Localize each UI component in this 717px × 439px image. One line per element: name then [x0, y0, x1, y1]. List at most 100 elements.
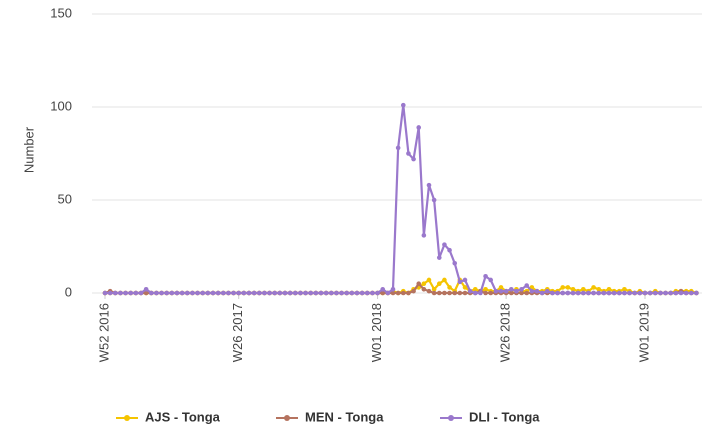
data-point — [570, 286, 576, 292]
data-point — [601, 290, 607, 296]
data-point — [550, 290, 555, 296]
data-point — [123, 290, 128, 296]
data-point — [436, 281, 442, 287]
data-point — [488, 290, 494, 296]
data-point — [493, 288, 499, 294]
data-point — [102, 290, 108, 296]
data-point — [652, 290, 658, 296]
data-point — [472, 286, 478, 292]
data-point — [328, 290, 334, 296]
data-point — [560, 285, 566, 290]
data-point — [616, 290, 622, 296]
data-point — [390, 290, 396, 296]
data-point — [478, 290, 483, 296]
data-point — [400, 102, 406, 108]
data-point — [169, 290, 175, 296]
data-point — [442, 242, 447, 247]
data-point — [498, 288, 504, 294]
data-point — [231, 290, 236, 296]
data-point — [406, 290, 411, 296]
data-point — [159, 290, 164, 296]
data-point — [411, 156, 416, 162]
data-point — [596, 286, 602, 292]
data-point — [632, 290, 638, 296]
data-point — [282, 290, 288, 296]
data-point — [637, 290, 643, 296]
data-point — [580, 290, 586, 296]
data-point — [503, 288, 509, 294]
data-point — [154, 290, 159, 296]
data-point — [236, 290, 242, 296]
data-point — [112, 290, 118, 296]
data-point — [442, 290, 447, 296]
data-point — [627, 290, 632, 296]
data-point — [452, 290, 458, 296]
x-tick-label: W26 2017 — [230, 303, 245, 362]
data-point — [426, 288, 432, 294]
data-point — [436, 290, 442, 296]
data-point — [380, 286, 386, 292]
data-point — [447, 290, 452, 296]
data-point — [565, 290, 571, 296]
data-point — [663, 290, 668, 296]
series — [102, 102, 699, 296]
data-point — [287, 290, 293, 296]
data-point — [524, 283, 530, 288]
legend-swatch-dot — [448, 415, 454, 421]
data-point — [215, 290, 221, 296]
legend-label: AJS - Tonga — [145, 409, 221, 424]
data-point — [488, 277, 494, 283]
data-point — [416, 281, 422, 287]
data-point — [606, 286, 612, 292]
data-point — [565, 285, 571, 290]
data-point — [118, 290, 123, 296]
data-point — [174, 290, 180, 296]
data-point — [323, 290, 329, 296]
data-point — [200, 290, 206, 296]
data-point — [539, 290, 545, 296]
data-point — [272, 290, 278, 296]
x-tick-label: W01 2018 — [369, 303, 384, 362]
data-point — [668, 290, 674, 296]
data-point — [586, 290, 591, 296]
data-point — [457, 279, 463, 285]
data-point — [431, 286, 437, 292]
data-point — [107, 290, 113, 296]
data-point — [694, 290, 699, 296]
data-point — [683, 290, 689, 296]
data-point — [164, 290, 170, 296]
data-point — [421, 281, 427, 287]
data-point — [416, 125, 422, 130]
data-point — [688, 290, 694, 296]
data-point — [519, 290, 524, 296]
data-point — [143, 286, 149, 292]
data-point — [354, 290, 360, 296]
data-point — [514, 288, 519, 294]
data-point — [385, 290, 391, 296]
data-point — [313, 290, 319, 296]
data-point — [647, 290, 653, 296]
data-point — [195, 290, 200, 296]
data-point — [359, 290, 365, 296]
data-point — [344, 290, 350, 296]
legend: AJS - Tonga MEN - Tonga DLI - Tonga — [116, 409, 540, 424]
data-point — [575, 290, 581, 296]
data-point — [292, 290, 298, 296]
data-point — [226, 290, 231, 296]
data-point — [421, 233, 427, 238]
data-point — [529, 288, 535, 294]
data-point — [431, 197, 437, 203]
data-point — [256, 290, 262, 296]
legend-swatch-dot — [124, 415, 130, 421]
data-point — [395, 145, 401, 151]
legend-label: DLI - Tonga — [469, 409, 540, 424]
data-point — [426, 277, 432, 283]
data-point — [390, 286, 396, 292]
data-point — [447, 247, 452, 253]
data-point — [452, 260, 458, 266]
data-point — [447, 285, 452, 290]
data-point — [411, 288, 416, 294]
data-point — [442, 277, 447, 283]
data-point — [205, 290, 211, 296]
data-point — [560, 290, 566, 296]
